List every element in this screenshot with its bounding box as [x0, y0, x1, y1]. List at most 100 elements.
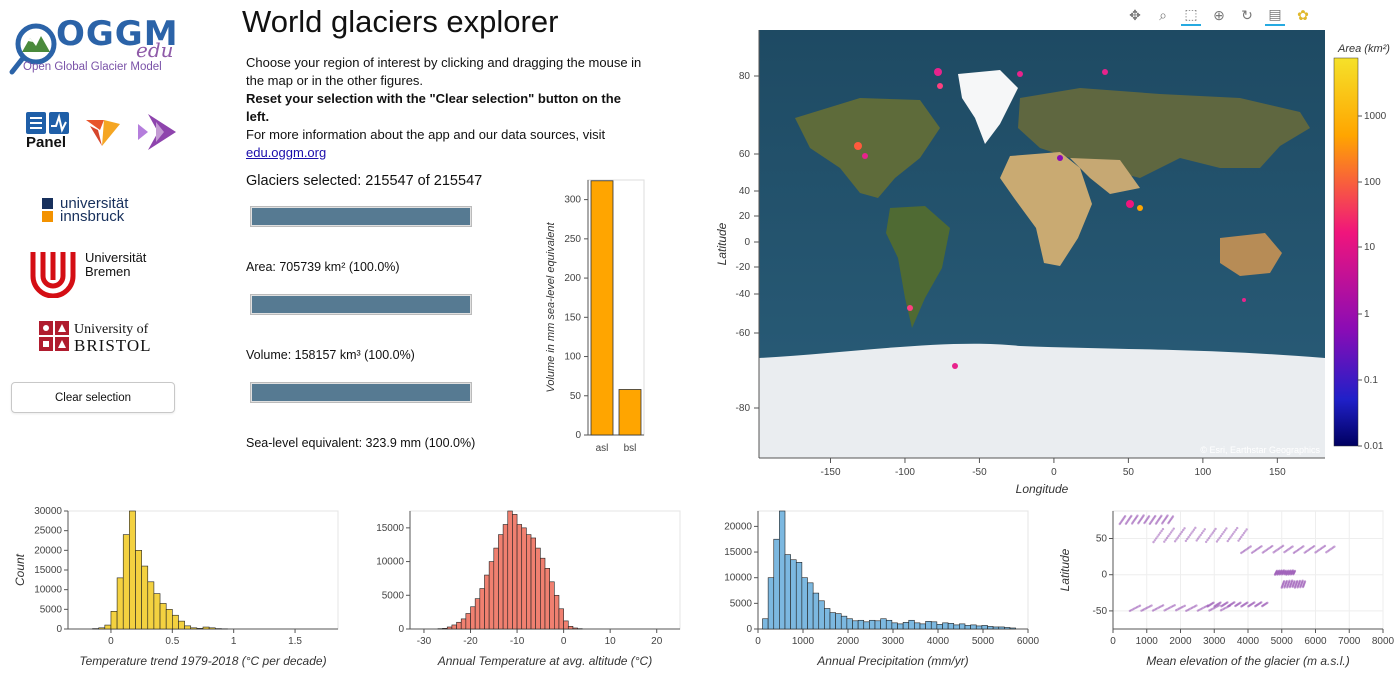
hist-bar[interactable]	[981, 625, 988, 630]
box-select-icon[interactable]: ⬚	[1181, 4, 1201, 26]
hist-bar[interactable]	[824, 608, 831, 630]
hist-bar[interactable]	[159, 603, 167, 630]
hist-bar[interactable]	[110, 611, 118, 630]
hist-bar[interactable]	[153, 593, 161, 630]
hist-bar[interactable]	[456, 621, 462, 630]
hist-bar[interactable]	[807, 582, 814, 630]
hist-bar[interactable]	[767, 577, 775, 630]
hist-bar[interactable]	[762, 618, 769, 630]
hist-bar[interactable]	[141, 565, 149, 630]
hist-bar[interactable]	[829, 612, 836, 630]
hist-bar[interactable]	[572, 627, 578, 630]
hist-bar[interactable]	[98, 627, 106, 630]
hist-bar[interactable]	[122, 534, 130, 630]
hist-bar[interactable]	[970, 624, 977, 630]
hist-bar[interactable]	[516, 524, 523, 630]
hover-icon[interactable]: ▤	[1265, 4, 1285, 26]
hist-bar[interactable]	[784, 554, 791, 630]
hist-bar[interactable]	[563, 620, 569, 630]
hist-bar[interactable]	[526, 534, 532, 630]
pan-icon[interactable]: ✥	[1129, 6, 1141, 23]
hist-bar[interactable]	[178, 620, 185, 630]
hist-bar[interactable]	[779, 510, 786, 630]
hist-bar[interactable]	[567, 626, 574, 630]
hist-bar[interactable]	[835, 613, 842, 630]
hist-bar[interactable]	[795, 562, 803, 630]
hist-bar[interactable]	[196, 628, 204, 630]
hist-bar[interactable]	[919, 623, 926, 630]
hist-bar[interactable]	[790, 559, 797, 630]
hist-bar[interactable]	[880, 618, 887, 630]
hist-bar[interactable]	[202, 626, 210, 630]
hist-bar[interactable]	[936, 624, 943, 630]
hist-bar[interactable]	[891, 622, 898, 630]
hist-bar[interactable]	[172, 614, 179, 630]
hist-bar[interactable]	[184, 625, 192, 630]
hist-bar[interactable]	[869, 619, 876, 630]
world-map[interactable]: © Esri, Earthstar Geographics Area (km²)…	[700, 28, 1400, 500]
hist-bar[interactable]	[474, 598, 481, 630]
hist-bar[interactable]	[442, 628, 448, 630]
hist-bar[interactable]	[479, 588, 485, 630]
hist-bar[interactable]	[992, 626, 1000, 630]
annual-temp-histogram[interactable]: 0 5000 10000 15000 -30 -20 -10 0 10 20 Annual Temp…	[352, 505, 692, 673]
hist-bar[interactable]	[535, 547, 541, 630]
hist-bar[interactable]	[953, 624, 960, 630]
hist-bar[interactable]	[908, 619, 915, 630]
hist-bar[interactable]	[512, 514, 518, 630]
hist-bar[interactable]	[914, 622, 921, 630]
hist-bar[interactable]	[840, 615, 848, 630]
hist-bar[interactable]	[446, 626, 453, 630]
hist-bar[interactable]	[975, 625, 983, 630]
hist-bar[interactable]	[530, 537, 536, 630]
hist-bar[interactable]	[874, 620, 881, 630]
hist-bar[interactable]	[554, 594, 560, 630]
oggm-edu-link[interactable]: edu.oggm.org	[246, 145, 327, 160]
hist-bar[interactable]	[773, 538, 780, 630]
hist-bar[interactable]	[521, 527, 527, 630]
hist-bar[interactable]	[964, 625, 971, 630]
volume-bar-asl[interactable]	[590, 180, 614, 436]
wheel-zoom-icon[interactable]: ⊕	[1213, 6, 1225, 23]
hist-bar[interactable]	[540, 557, 546, 630]
hist-bar[interactable]	[959, 623, 966, 630]
clear-selection-button[interactable]: Clear selection	[11, 382, 175, 413]
hist-bar[interactable]	[470, 606, 476, 630]
hist-bar[interactable]	[465, 613, 471, 630]
hist-bar[interactable]	[902, 622, 910, 630]
hist-bar[interactable]	[165, 609, 173, 630]
hist-bar[interactable]	[129, 510, 136, 630]
hist-bar[interactable]	[116, 577, 124, 630]
hist-bar[interactable]	[863, 621, 870, 630]
hist-bar[interactable]	[852, 620, 859, 630]
hist-bar[interactable]	[544, 568, 550, 630]
hist-bar[interactable]	[502, 524, 509, 630]
zoom-icon[interactable]: ⌕	[1159, 6, 1167, 23]
hist-bar[interactable]	[998, 626, 1005, 630]
volume-chart[interactable]: 0 50 100 150 200 250 300 asl bsl Volume in mm sea…	[538, 172, 658, 462]
hist-bar[interactable]	[135, 550, 142, 630]
hist-bar[interactable]	[930, 621, 938, 630]
hist-bar[interactable]	[801, 577, 808, 630]
reset-icon[interactable]: ↻	[1241, 6, 1253, 23]
hist-bar[interactable]	[549, 581, 555, 630]
hist-bar[interactable]	[488, 561, 495, 630]
bokeh-logo-icon[interactable]: ✿	[1297, 6, 1309, 23]
hist-bar[interactable]	[947, 623, 955, 630]
hist-bar[interactable]	[812, 592, 820, 630]
hist-bar[interactable]	[925, 621, 932, 630]
hist-bar[interactable]	[498, 534, 504, 630]
hist-bar[interactable]	[818, 600, 825, 630]
hist-bar[interactable]	[451, 624, 457, 630]
hist-bar[interactable]	[460, 618, 467, 630]
hist-bar[interactable]	[885, 619, 893, 630]
hist-bar[interactable]	[147, 581, 155, 630]
hist-bar[interactable]	[507, 510, 513, 630]
precipitation-histogram[interactable]: 0 5000 10000 15000 20000 0 1000 2000 3000 4000 500…	[700, 505, 1045, 673]
hist-bar[interactable]	[942, 622, 949, 630]
hist-bar[interactable]	[493, 547, 499, 630]
hist-bar[interactable]	[1004, 627, 1011, 630]
temp-trend-histogram[interactable]: 0 5000 10000 15000 20000 25000 30000 0 0.5 1 1.5 Te…	[10, 505, 350, 673]
volume-bar-bsl[interactable]	[618, 389, 642, 436]
hist-bar[interactable]	[987, 626, 994, 630]
